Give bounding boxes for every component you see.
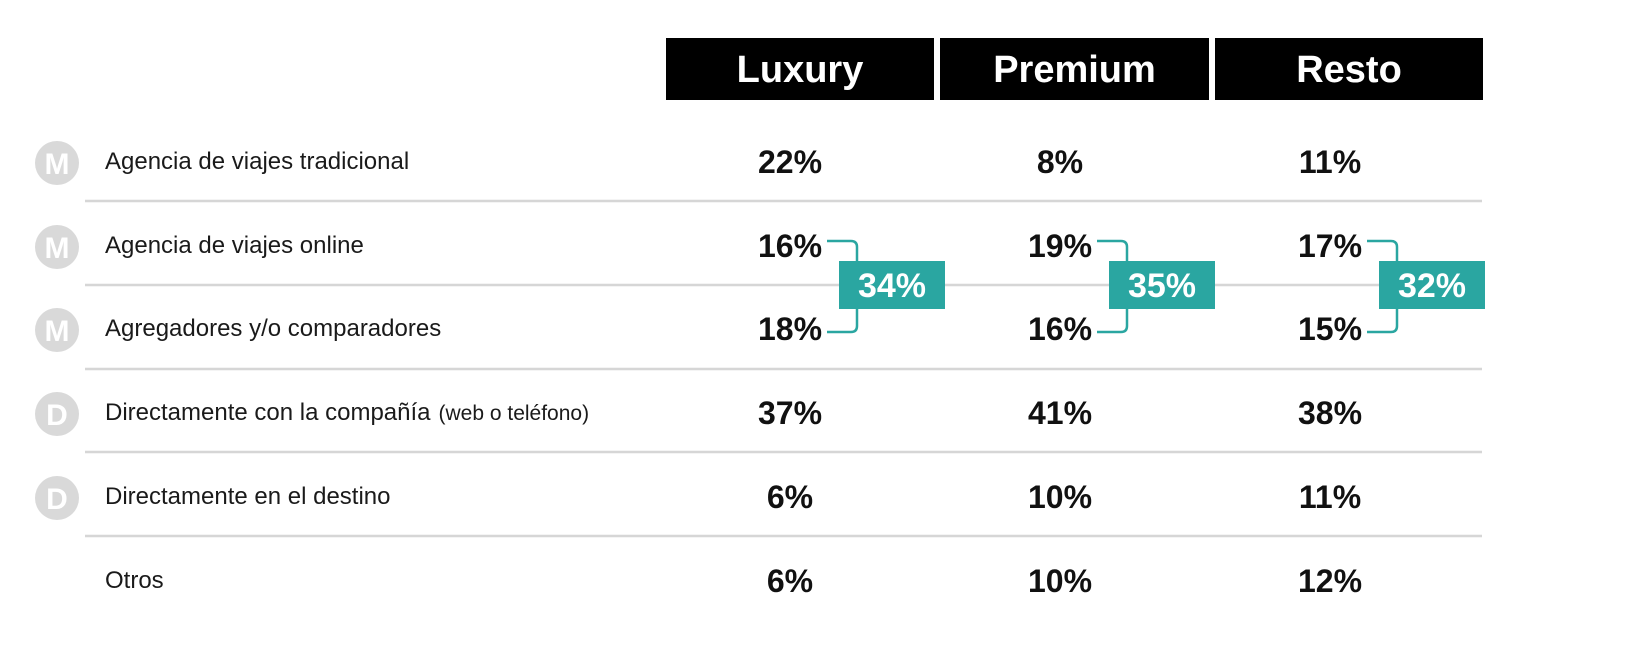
icon-letter: M [45, 232, 70, 265]
value-cell: 37% [758, 395, 822, 431]
value-cell: 41% [1028, 395, 1092, 431]
value-cell: 10% [1028, 479, 1092, 515]
value-cell: 8% [1037, 144, 1083, 180]
row-label: Otros [105, 567, 164, 594]
m-circle-icon [35, 308, 79, 352]
group-total-badge [839, 261, 945, 309]
value-cell: 6% [767, 563, 813, 599]
column-header-resto: Resto [1296, 49, 1402, 91]
group-total-value: 34% [858, 267, 926, 305]
value-cell: 38% [1298, 395, 1362, 431]
column-header-bg [940, 38, 1209, 100]
column-header-luxury: Luxury [737, 49, 864, 91]
row-label: Agregadores y/o comparadores [105, 315, 441, 342]
d-circle-icon [35, 392, 79, 436]
value-cell: 10% [1028, 563, 1092, 599]
value-cell: 11% [1299, 144, 1361, 180]
column-header-bg [666, 38, 934, 100]
icon-letter: D [46, 483, 68, 516]
column-header-bg [1215, 38, 1483, 100]
icon-letter: D [46, 399, 68, 432]
icon-letter: M [45, 148, 70, 181]
row-label-text: Agencia de viajes online [105, 232, 364, 259]
value-cell: 18% [758, 311, 822, 347]
group-total-value: 35% [1128, 267, 1196, 305]
value-cell: 6% [767, 479, 813, 515]
value-cell: 11% [1299, 479, 1361, 515]
value-cell: 16% [1028, 311, 1092, 347]
group-total-value: 32% [1398, 267, 1466, 305]
row-label: Directamente con la compañía (web o teléf… [105, 399, 589, 426]
m-circle-icon [35, 225, 79, 269]
row-label-text: Directamente en el destino [105, 483, 391, 510]
group-total-badge [1379, 261, 1485, 309]
value-cell: 19% [1028, 228, 1092, 264]
group-total-badge [1109, 261, 1215, 309]
row-label-text: Agregadores y/o comparadores [105, 315, 441, 342]
value-cell: 17% [1298, 228, 1362, 264]
value-cell: 15% [1298, 311, 1362, 347]
d-circle-icon [35, 476, 79, 520]
m-circle-icon [35, 141, 79, 185]
row-label-text: Directamente con la compañía [105, 399, 431, 426]
row-label: Agencia de viajes tradicional [105, 148, 409, 175]
value-cell: 16% [758, 228, 822, 264]
row-label-text: Agencia de viajes tradicional [105, 148, 409, 175]
row-label: Agencia de viajes online [105, 232, 364, 259]
column-header-premium: Premium [993, 49, 1156, 91]
row-label-note: (web o teléfono) [439, 402, 590, 425]
row-label: Directamente en el destino [105, 483, 391, 510]
value-cell: 12% [1298, 563, 1362, 599]
row-label-text: Otros [105, 567, 164, 594]
icon-letter: M [45, 315, 70, 348]
value-cell: 22% [758, 144, 822, 180]
